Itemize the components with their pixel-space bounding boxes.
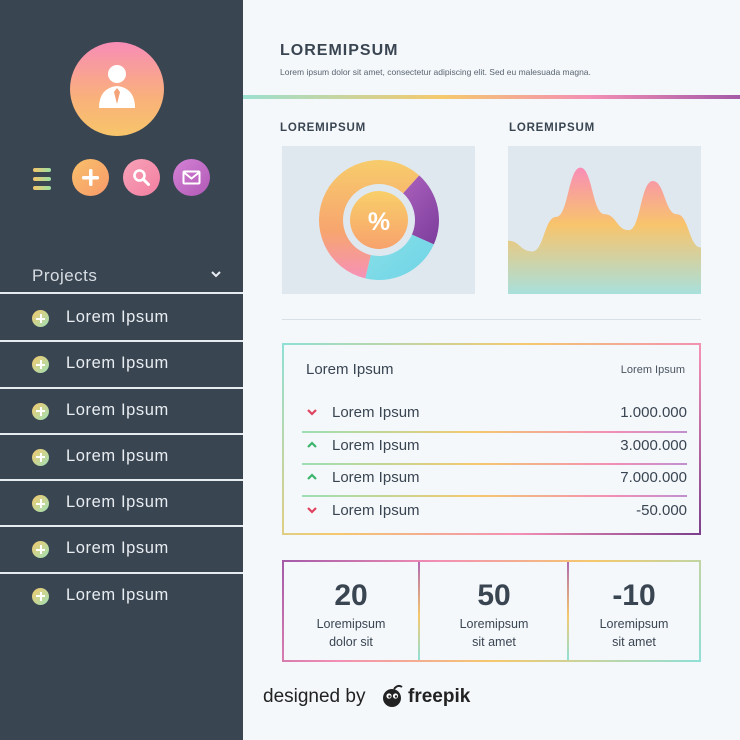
trend-down-icon	[307, 507, 317, 514]
summary-table: Lorem Ipsum Lorem Ipsum Lorem Ipsum 1.00…	[282, 343, 701, 535]
add-circle-icon	[32, 402, 49, 420]
stat-label-line2: sit amet	[612, 635, 656, 649]
trend-up-icon	[307, 441, 317, 448]
area-card-title: LOREMIPSUM	[509, 122, 595, 134]
table-row[interactable]: Lorem Ipsum 7.000.000	[302, 462, 687, 495]
mail-button[interactable]	[173, 159, 210, 196]
credit-prefix: designed by	[263, 686, 366, 707]
project-item[interactable]: Lorem Ipsum	[0, 296, 243, 343]
donut-chart: %	[319, 159, 439, 280]
row-divider	[302, 495, 687, 497]
project-item[interactable]: Lorem Ipsum	[0, 481, 243, 528]
project-item-label: Lorem Ipsum	[66, 585, 169, 604]
project-item-label: Lorem Ipsum	[66, 354, 169, 373]
row-value: 7.000.000	[620, 469, 687, 486]
add-circle-icon	[32, 495, 49, 513]
user-icon	[99, 65, 135, 108]
add-circle-icon	[32, 541, 49, 559]
stat-value: 20	[334, 579, 368, 612]
percent-badge	[350, 191, 408, 249]
project-item-label: Lorem Ipsum	[66, 446, 169, 465]
stat-card: 20 Loremipsum dolor sit	[284, 562, 418, 660]
row-label: Lorem Ipsum	[332, 469, 420, 486]
stat-label-line2: sit amet	[472, 635, 516, 649]
add-circle-icon	[32, 356, 49, 374]
row-label: Lorem Ipsum	[332, 502, 420, 519]
project-item-label: Lorem Ipsum	[66, 493, 169, 512]
table-title: Lorem Ipsum	[306, 361, 394, 378]
table-row[interactable]: Lorem Ipsum -50.000	[302, 495, 687, 528]
stat-divider	[418, 562, 420, 660]
row-value: 3.000.000	[620, 437, 687, 454]
donut-card-title: LOREMIPSUM	[280, 122, 366, 134]
project-item[interactable]: Lorem Ipsum	[0, 342, 243, 389]
trend-up-icon	[307, 473, 317, 480]
projects-dropdown[interactable]: Projects	[0, 257, 243, 294]
table-column-label: Lorem Ipsum	[620, 364, 685, 376]
stat-card: -10 Loremipsum sit amet	[569, 562, 699, 660]
add-circle-icon	[32, 587, 49, 605]
stat-label-line1: Loremipsum	[599, 617, 669, 631]
projects-label: Projects	[32, 266, 98, 285]
avatar[interactable]	[70, 42, 164, 136]
plus-icon	[82, 169, 99, 186]
trend-down-icon	[307, 409, 317, 416]
row-divider	[302, 463, 687, 465]
search-icon	[133, 169, 150, 186]
stat-label-line2: dolor sit	[329, 635, 373, 649]
sidebar-actions	[0, 159, 243, 197]
add-circle-icon	[32, 310, 49, 327]
section-divider	[282, 319, 701, 320]
header-divider	[243, 95, 740, 99]
credit-brand: freepik	[408, 686, 471, 707]
add-circle-icon	[32, 448, 49, 466]
percent-icon: %	[368, 208, 390, 236]
stat-label-line1: Loremipsum	[316, 617, 386, 631]
row-divider	[302, 431, 687, 433]
chevron-down-icon	[211, 271, 221, 278]
stat-label-line1: Loremipsum	[459, 617, 529, 631]
project-item[interactable]: Lorem Ipsum	[0, 527, 243, 574]
project-item[interactable]: Lorem Ipsum	[0, 435, 243, 482]
stat-value: -10	[612, 579, 656, 612]
row-label: Lorem Ipsum	[332, 437, 420, 454]
sidebar: Projects Lorem Ipsum Lorem Ipsum Lorem I…	[0, 0, 243, 740]
area-chart	[508, 167, 701, 294]
table-row[interactable]: Lorem Ipsum 3.000.000	[302, 430, 687, 463]
add-button[interactable]	[72, 159, 109, 196]
row-value: 1.000.000	[620, 404, 687, 421]
project-list: Lorem Ipsum Lorem Ipsum Lorem Ipsum Lore…	[0, 296, 243, 620]
project-item-label: Lorem Ipsum	[66, 539, 169, 558]
stat-divider	[567, 562, 569, 660]
table-row[interactable]: Lorem Ipsum 1.000.000	[302, 397, 687, 430]
stat-value: 50	[477, 579, 511, 612]
mail-icon	[182, 170, 201, 185]
donut-chart-panel: %	[282, 146, 475, 294]
page-title: LOREMIPSUM	[280, 42, 399, 59]
row-label: Lorem Ipsum	[332, 404, 420, 421]
search-button[interactable]	[123, 159, 160, 196]
project-item-label: Lorem Ipsum	[66, 308, 169, 326]
freepik-logo-icon	[383, 684, 403, 707]
row-value: -50.000	[636, 502, 687, 519]
stats-panel: 20 Loremipsum dolor sit 50 Loremipsum si…	[282, 560, 701, 662]
stat-card: 50 Loremipsum sit amet	[420, 562, 568, 660]
area-chart-panel	[508, 146, 701, 294]
area-series	[508, 167, 701, 294]
project-item[interactable]: Lorem Ipsum	[0, 574, 243, 620]
menu-icon[interactable]	[33, 168, 51, 190]
project-item[interactable]: Lorem Ipsum	[0, 389, 243, 435]
page-subtitle: Lorem ipsum dolor sit amet, consectetur …	[280, 67, 591, 77]
project-item-label: Lorem Ipsum	[66, 400, 169, 419]
